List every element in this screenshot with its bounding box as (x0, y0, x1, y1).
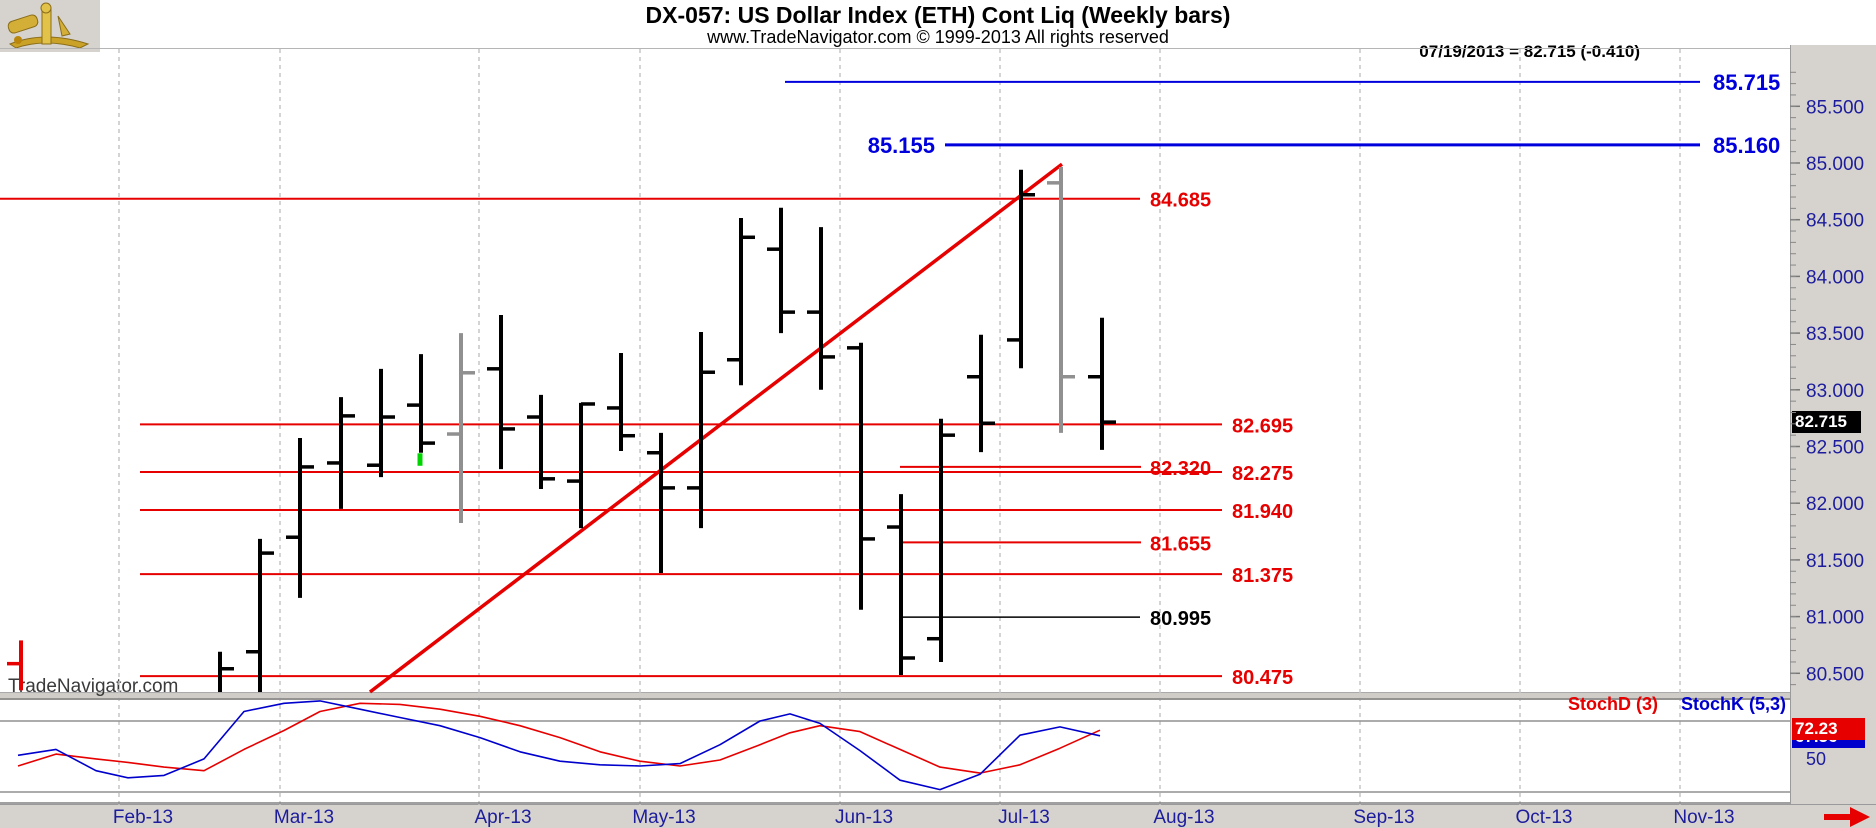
level-label-85.155: 85.155 (868, 133, 935, 158)
price-axis-label: 81.500 (1806, 551, 1864, 572)
stochd-value-box: 72.23 (1792, 718, 1865, 741)
level-label-85.160: 85.160 (1713, 133, 1780, 158)
watermark: TradeNavigator.com (8, 676, 179, 697)
price-axis-label: 85.000 (1806, 154, 1864, 175)
price-axis-label: 84.000 (1806, 267, 1864, 288)
price-axis-label: 84.500 (1806, 211, 1864, 232)
scroll-right-arrow-icon[interactable] (1822, 806, 1872, 828)
stochd-legend-label: StochD (3) (1567, 694, 1658, 714)
month-label-Jun-13: Jun-13 (835, 807, 893, 828)
chart-top-border (0, 48, 1876, 49)
logo-background (0, 0, 100, 52)
month-label-Sep-13: Sep-13 (1353, 807, 1414, 828)
month-label-Nov-13: Nov-13 (1673, 807, 1734, 828)
level-label-82.320: 82.320 (1150, 458, 1211, 480)
price-axis-label: 82.500 (1806, 438, 1864, 459)
stochk-legend-label: StochK (5,3) (1680, 694, 1786, 714)
month-label-Feb-13: Feb-13 (113, 807, 173, 828)
level-label-82.695: 82.695 (1232, 415, 1293, 437)
level-label-81.375: 81.375 (1232, 565, 1293, 587)
price-axis-label: 83.000 (1806, 381, 1864, 402)
price-axis-label: 85.500 (1806, 97, 1864, 118)
level-label-80.995: 80.995 (1150, 608, 1211, 630)
price-axis-label: 81.000 (1806, 608, 1864, 629)
stochd-curve (17, 702, 1101, 774)
trendline[interactable] (368, 162, 1064, 694)
stoch-mid-label: 50 (1806, 748, 1827, 769)
price-axis-label: 83.500 (1806, 324, 1864, 345)
chart-title: DX-057: US Dollar Index (ETH) Cont Liq (… (645, 2, 1231, 28)
level-label-81.940: 81.940 (1232, 501, 1293, 523)
level-label-80.475: 80.475 (1232, 667, 1293, 689)
level-label-85.715: 85.715 (1713, 70, 1780, 95)
stochk-curve (17, 700, 1101, 791)
chart-subtitle: www.TradeNavigator.com © 1999-2013 All r… (707, 27, 1169, 47)
last-price-box: 82.715 (1792, 411, 1861, 434)
level-label-84.685: 84.685 (1150, 190, 1211, 212)
stoch-legend: StochD (3) StochK (5,3) (1280, 694, 1786, 715)
month-label-Mar-13: Mar-13 (274, 807, 334, 828)
month-label-May-13: May-13 (632, 807, 695, 828)
buy-signal-marker (417, 453, 423, 466)
price-axis-label: 82.000 (1806, 494, 1864, 515)
month-label-Oct-13: Oct-13 (1515, 807, 1572, 828)
level-label-82.275: 82.275 (1232, 463, 1293, 485)
month-label-Apr-13: Apr-13 (474, 807, 531, 828)
price-axis-label: 80.500 (1806, 664, 1864, 685)
month-label-Aug-13: Aug-13 (1153, 807, 1214, 828)
level-label-81.655: 81.655 (1150, 533, 1211, 555)
price-axis-strip[interactable] (1790, 45, 1876, 828)
month-label-Jul-13: Jul-13 (998, 807, 1050, 828)
tradenavigator-logo (7, 2, 90, 49)
time-axis-strip[interactable] (0, 804, 1876, 828)
pane-splitter[interactable] (0, 692, 1790, 700)
cursor-info-readout: 07/19/2013 = 82.715 (-0.410) (1419, 42, 1640, 61)
